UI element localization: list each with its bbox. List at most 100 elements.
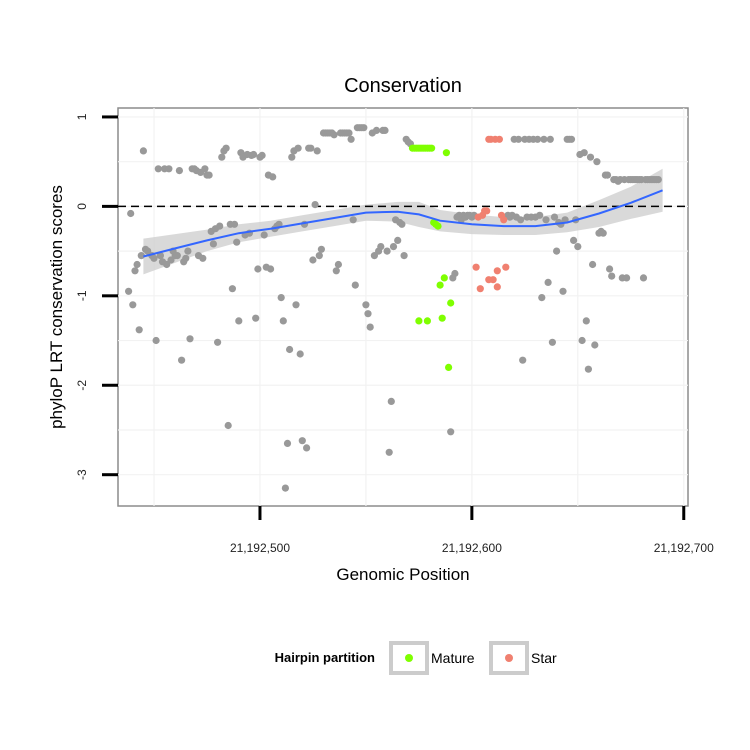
data-point-other [567,135,576,143]
data-point-star [472,263,480,271]
data-point-other [451,269,459,278]
data-point-other [574,243,582,251]
data-point-other [201,165,209,173]
data-point-other [589,260,597,269]
y-tick-label: 1 [75,113,89,120]
data-point-other [603,171,612,179]
data-point-star [485,276,493,284]
data-point-star [493,267,501,275]
data-point-other [288,153,296,161]
data-point-other [623,274,631,282]
data-point-other [252,314,260,322]
data-point-other [584,365,593,373]
data-point-other [139,147,147,155]
data-point-other [250,150,258,159]
data-point-other [152,336,160,345]
y-tick-label: -2 [75,380,89,391]
data-point-other [389,243,398,251]
data-point-other [580,149,588,157]
data-point-other [135,326,143,334]
data-point-other [553,247,561,255]
data-point-other [173,252,181,260]
data-point-other [330,131,338,139]
data-point-other [294,144,302,152]
data-point-other [178,356,186,364]
data-point-other [347,135,355,143]
data-point-mature [428,144,436,152]
data-point-other [372,126,381,134]
data-point-other [593,158,601,166]
data-point-other [514,135,523,143]
data-point-other [349,216,357,224]
data-point-other [364,310,372,318]
data-point-other [209,240,217,248]
data-point-other [163,260,171,269]
data-point-other [383,247,391,255]
data-point-other [283,439,292,447]
data-point-other [538,294,546,302]
data-point-other [387,397,395,405]
x-axis-label: Genomic Position [336,565,469,584]
data-point-other [307,144,315,152]
y-axis: 1 0 -1 -2 -3 [75,113,118,480]
data-point-other [228,285,236,293]
data-point-mature [438,314,446,322]
data-point-other [286,345,294,354]
smooth-trend-line [143,189,663,258]
data-point-other [385,448,393,456]
data-point-other [267,265,275,273]
data-point-other [199,254,207,262]
data-point-other [381,126,389,134]
data-point-other [582,317,590,325]
data-point-mature [447,299,455,307]
data-point-other [233,238,241,246]
data-point-mature [440,274,448,282]
data-point-other [216,222,224,230]
data-point-other [550,213,559,221]
data-point-other [222,144,230,152]
data-point-other [559,287,567,295]
data-point-other [370,252,378,260]
data-point-other [394,236,402,244]
data-point-other [540,135,548,143]
data-point-other [366,323,374,331]
data-point-other [599,229,607,237]
data-point-other [591,341,599,349]
data-point-other [235,317,243,325]
data-point-other [570,236,578,244]
data-point-other [258,151,266,159]
data-point-mature [423,317,431,325]
data-point-other [334,260,342,269]
data-point-other [144,247,152,255]
data-point-mature [445,363,453,371]
data-point-other [269,173,277,181]
data-point-other [131,267,139,275]
plot-panel [117,107,689,507]
data-point-mature [434,222,442,230]
data-point-other [536,211,544,219]
data-point-other [345,129,353,137]
data-point-other [517,216,525,224]
data-point-other [150,254,158,262]
legend-dot-mature [405,654,413,662]
legend-label-mature: Mature [431,650,475,666]
data-point-other [281,484,289,492]
data-point-other [184,247,192,255]
data-point-other [127,209,135,218]
x-axis: 21,192,500 21,192,600 21,192,700 [230,506,714,555]
legend-label-star: Star [531,650,557,666]
data-point-other [608,272,616,280]
data-point-other [586,153,595,161]
data-point-other [175,167,183,175]
data-point-other [544,278,552,286]
data-point-other [362,301,370,309]
y-tick-label: -1 [75,290,89,301]
data-point-star [483,207,491,215]
data-point-star [500,216,508,224]
data-point-other [165,165,173,173]
data-point-star [493,283,501,291]
data-point-other [360,124,368,132]
data-point-other [129,301,137,309]
data-point-other [519,356,527,364]
